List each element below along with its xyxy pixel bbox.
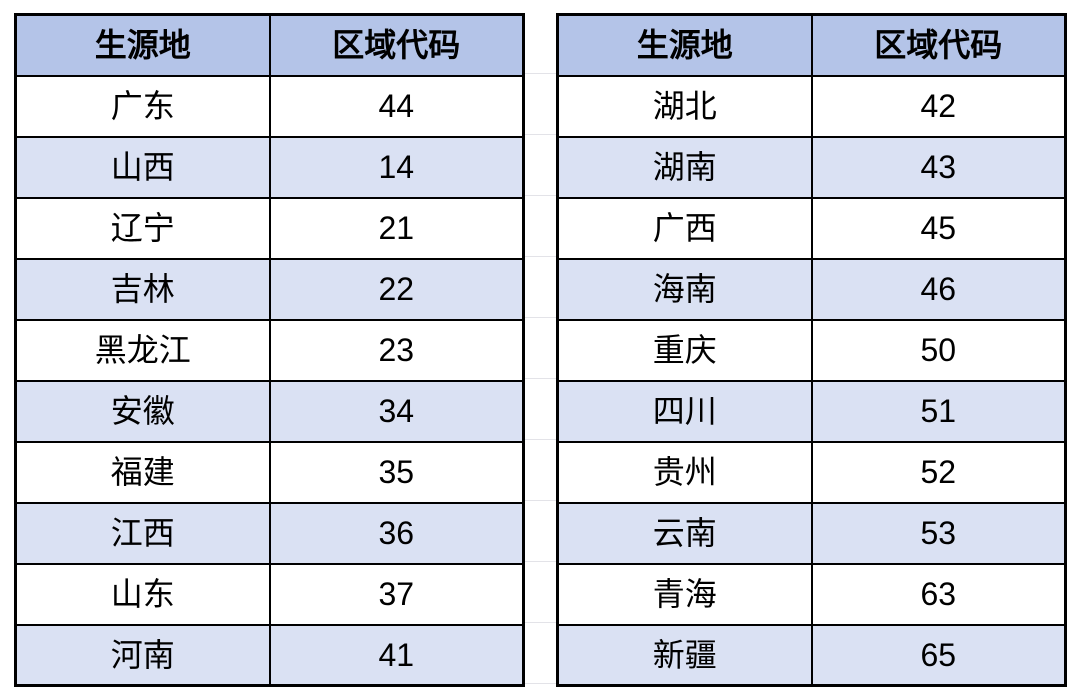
origin-cell: 安徽	[14, 379, 271, 443]
origin-cell: 湖北	[556, 74, 813, 138]
code-cell: 65	[810, 623, 1067, 687]
origin-column-header: 生源地	[556, 13, 813, 77]
code-cell: 37	[268, 562, 525, 626]
origin-cell: 四川	[556, 379, 813, 443]
origin-cell: 山东	[14, 562, 271, 626]
origin-cell: 山西	[14, 135, 271, 199]
header-row: 生源地 区域代码	[14, 13, 525, 77]
origin-cell: 湖南	[556, 135, 813, 199]
tables-container: 生源地 区域代码 广东 44 山西 14 辽宁 21 吉林 22 黑龙江 23 安徽 34 福建 35 江西 36…	[14, 13, 1067, 687]
table-row: 广西 45	[556, 196, 1067, 260]
code-cell: 36	[268, 501, 525, 565]
table-separator	[525, 13, 556, 687]
code-cell: 46	[810, 257, 1067, 321]
table-row: 黑龙江 23	[14, 318, 525, 382]
origin-cell: 海南	[556, 257, 813, 321]
code-cell: 44	[268, 74, 525, 138]
header-row: 生源地 区域代码	[556, 13, 1067, 77]
table-row: 四川 51	[556, 379, 1067, 443]
origin-cell: 黑龙江	[14, 318, 271, 382]
code-column-header: 区域代码	[268, 13, 525, 77]
table-row: 广东 44	[14, 74, 525, 138]
table-row: 湖南 43	[556, 135, 1067, 199]
table-row: 山东 37	[14, 562, 525, 626]
code-cell: 51	[810, 379, 1067, 443]
table-row: 福建 35	[14, 440, 525, 504]
origin-cell: 青海	[556, 562, 813, 626]
code-cell: 14	[268, 135, 525, 199]
table-row: 山西 14	[14, 135, 525, 199]
code-cell: 63	[810, 562, 1067, 626]
table-row: 江西 36	[14, 501, 525, 565]
origin-cell: 重庆	[556, 318, 813, 382]
origin-column-header: 生源地	[14, 13, 271, 77]
code-cell: 42	[810, 74, 1067, 138]
table-row: 青海 63	[556, 562, 1067, 626]
code-cell: 21	[268, 196, 525, 260]
table-row: 云南 53	[556, 501, 1067, 565]
code-cell: 41	[268, 623, 525, 687]
table-row: 海南 46	[556, 257, 1067, 321]
code-cell: 34	[268, 379, 525, 443]
origin-cell: 广西	[556, 196, 813, 260]
table-row: 吉林 22	[14, 257, 525, 321]
region-code-table-right: 生源地 区域代码 湖北 42 湖南 43 广西 45 海南 46 重庆 50 四川 51 贵州 52 云南 53 青…	[556, 13, 1067, 687]
origin-cell: 江西	[14, 501, 271, 565]
origin-cell: 辽宁	[14, 196, 271, 260]
code-cell: 23	[268, 318, 525, 382]
code-column-header: 区域代码	[810, 13, 1067, 77]
origin-cell: 河南	[14, 623, 271, 687]
code-cell: 53	[810, 501, 1067, 565]
code-cell: 50	[810, 318, 1067, 382]
code-cell: 35	[268, 440, 525, 504]
table-row: 新疆 65	[556, 623, 1067, 687]
table-row: 重庆 50	[556, 318, 1067, 382]
origin-cell: 云南	[556, 501, 813, 565]
table-row: 贵州 52	[556, 440, 1067, 504]
origin-cell: 广东	[14, 74, 271, 138]
code-cell: 52	[810, 440, 1067, 504]
table-row: 湖北 42	[556, 74, 1067, 138]
table-row: 河南 41	[14, 623, 525, 687]
origin-cell: 福建	[14, 440, 271, 504]
origin-cell: 贵州	[556, 440, 813, 504]
origin-cell: 新疆	[556, 623, 813, 687]
table-row: 安徽 34	[14, 379, 525, 443]
code-cell: 43	[810, 135, 1067, 199]
code-cell: 22	[268, 257, 525, 321]
table-row: 辽宁 21	[14, 196, 525, 260]
origin-cell: 吉林	[14, 257, 271, 321]
region-code-table-left: 生源地 区域代码 广东 44 山西 14 辽宁 21 吉林 22 黑龙江 23 安徽 34 福建 35 江西 36…	[14, 13, 525, 687]
code-cell: 45	[810, 196, 1067, 260]
